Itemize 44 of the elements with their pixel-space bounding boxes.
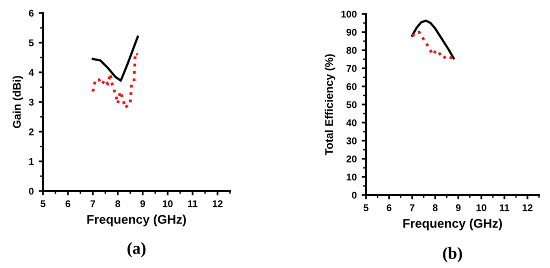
x-tick-label: 5: [40, 200, 46, 208]
y-tick-label: 70: [346, 65, 357, 72]
y-tick-label: 20: [346, 156, 357, 162]
x-tick-label: 9: [456, 204, 461, 212]
x-tick-label: 8: [432, 204, 438, 212]
y-tick-label: 2: [28, 128, 34, 136]
y-tick-label: 100: [341, 10, 357, 18]
y-tick-label: 50: [346, 101, 357, 108]
y-tick-label: 10: [346, 174, 357, 181]
y-tick-label: 0: [28, 188, 34, 195]
x-tick-label: 5: [364, 204, 368, 212]
x-axis-title: Frequency (GHz): [403, 218, 502, 230]
x-tick-label: 10: [162, 200, 173, 208]
line-series: [92, 36, 139, 82]
x-tick-label: 12: [212, 200, 223, 208]
y-tick-label: 1: [29, 158, 34, 165]
text: (a): [128, 242, 146, 258]
line-series: [411, 20, 455, 60]
x-tick-label: 9: [140, 200, 146, 208]
x-tick-label: 6: [386, 204, 392, 212]
y-tick-label: 5: [28, 40, 34, 46]
x-tick-label: 11: [500, 204, 510, 212]
x-tick-label: 7: [410, 204, 414, 212]
y-tick-label: 80: [346, 46, 357, 54]
y-tick-label: 90: [346, 28, 357, 36]
x-tick-label: 6: [66, 200, 70, 208]
x-tick-label: 8: [115, 200, 120, 208]
x-axis-title: Frequency (GHz): [87, 214, 186, 226]
y-tick-label: 60: [346, 83, 357, 90]
y-tick-label: 0: [352, 192, 357, 199]
y-tick-label: 30: [346, 137, 357, 144]
y-tick-label: 4: [28, 69, 34, 76]
y-tick-label: 6: [28, 10, 34, 17]
y-axis-title: Gain (dBi): [12, 76, 24, 128]
line-series: [410, 30, 456, 60]
y-tick-label: 3: [28, 98, 34, 106]
x-tick-label: 12: [522, 204, 532, 212]
text: (b): [443, 247, 462, 262]
y-axis-title: Total Efficiency (%): [324, 54, 336, 156]
x-tick-label: 7: [90, 200, 96, 208]
y-tick-label: 40: [346, 119, 357, 126]
x-tick-label: 10: [476, 204, 486, 212]
x-tick-label: 11: [188, 200, 198, 208]
line-series: [91, 52, 140, 110]
